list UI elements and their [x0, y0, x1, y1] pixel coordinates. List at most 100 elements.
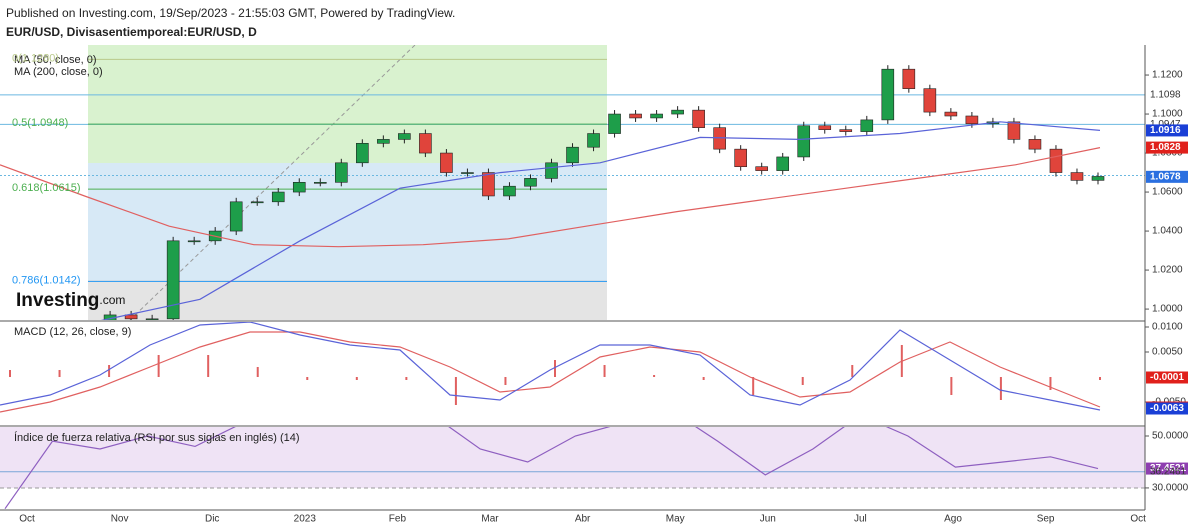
- histogram-bar: [207, 355, 210, 377]
- y-tick-label: 0.0100: [1152, 322, 1183, 333]
- histogram-bar: [157, 355, 160, 377]
- histogram-bar: [355, 377, 358, 380]
- price-tag: [1146, 170, 1188, 183]
- x-tick-label: Oct: [19, 514, 35, 525]
- histogram-bar: [1099, 377, 1101, 380]
- histogram-bar: [851, 365, 854, 377]
- candle: [103, 314, 117, 320]
- price-tag: [1146, 141, 1188, 154]
- legend-entry: MA (200, close, 0): [14, 66, 103, 78]
- y-tick-label: 0.0050: [1152, 347, 1183, 358]
- candle: [797, 125, 811, 158]
- price-tag-label: -0.0063: [1150, 403, 1184, 414]
- fib-zone: [88, 45, 607, 163]
- signal-line: [0, 331, 1101, 413]
- histogram-bar: [702, 377, 705, 380]
- x-tick-label: Dic: [205, 514, 219, 525]
- candle: [776, 156, 790, 171]
- x-tick-label: Ago: [944, 514, 962, 525]
- candle: [1091, 176, 1105, 181]
- x-tick-label: Jun: [760, 514, 776, 525]
- y-tick-label: 50.0000: [1152, 431, 1189, 442]
- candle: [650, 113, 663, 119]
- x-tick-label: Feb: [389, 514, 407, 525]
- candle: [839, 129, 853, 132]
- candle: [566, 146, 579, 164]
- candle: [145, 318, 159, 320]
- price-tag-label: -0.0001: [1150, 372, 1184, 383]
- candle: [313, 182, 327, 184]
- candle: [1028, 139, 1042, 150]
- x-tick-label: Mar: [481, 514, 499, 525]
- candle: [1007, 121, 1021, 140]
- price-tag: [1146, 371, 1188, 384]
- y-tick-label: 1.0000: [1152, 304, 1183, 315]
- header: Published on Investing.com, 19/Sep/2023 …: [6, 6, 455, 20]
- histogram-bar: [603, 365, 606, 377]
- candle: [187, 240, 201, 243]
- histogram-bar: [58, 370, 61, 377]
- candle: [587, 133, 600, 148]
- ma-line: [100, 121, 1101, 320]
- candle: [692, 109, 705, 128]
- histogram-bar: [454, 377, 457, 405]
- macd-panel: [0, 322, 1101, 413]
- candle: [335, 162, 348, 183]
- rsi-panel: [0, 427, 1145, 510]
- candle: [629, 113, 642, 119]
- candle: [965, 115, 979, 125]
- fib-label: 0(1.1280): [12, 52, 59, 64]
- x-tick-label: Jul: [854, 514, 867, 525]
- candle: [166, 240, 180, 320]
- logo: Investing.com: [16, 290, 125, 311]
- candle: [671, 109, 684, 115]
- panel-title: Índice de fuerza relativa (RSI por sus s…: [14, 431, 300, 444]
- panel-title: MACD (12, 26, close, 9): [14, 326, 131, 338]
- price-tag-label: 36.2461: [1150, 466, 1187, 477]
- candle: [944, 111, 958, 117]
- x-tick-label: 2023: [294, 514, 317, 525]
- candle: [124, 314, 138, 320]
- fib-label: 0.618(1.0615): [12, 182, 81, 194]
- y-tick-label: 1.0200: [1152, 265, 1183, 276]
- histogram-bar: [1049, 377, 1052, 390]
- y-tick-label: 30.0000: [1152, 483, 1189, 494]
- x-tick-label: Nov: [111, 514, 129, 525]
- ma-line: [0, 147, 1101, 248]
- candle: [734, 148, 747, 168]
- y-tick-label: 1.1000: [1152, 109, 1183, 120]
- histogram-bar: [9, 370, 11, 377]
- candle: [41, 348, 53, 349]
- histogram-bar: [653, 375, 656, 377]
- price-tag: [1146, 402, 1188, 415]
- histogram-bar: [950, 377, 953, 395]
- candle: [923, 88, 937, 113]
- y-tick-label: 1.1200: [1152, 70, 1183, 81]
- logo-main: Investing: [16, 290, 99, 311]
- histogram-bar: [999, 377, 1002, 400]
- candle: [292, 182, 306, 193]
- histogram-bar: [108, 365, 111, 377]
- price-tag-label: 1.1098: [1150, 90, 1181, 101]
- candle: [524, 178, 537, 187]
- candle: [902, 68, 916, 89]
- y-tick-label: 1.0600: [1152, 187, 1183, 198]
- fib-label: 0.5(1.0948): [12, 117, 68, 129]
- price-panel: [0, 45, 1145, 349]
- candle: [503, 185, 516, 197]
- x-tick-label: May: [666, 514, 685, 525]
- price-tag: [1146, 462, 1188, 475]
- histogram-bar: [752, 377, 755, 395]
- logo-suffix: .com: [99, 293, 125, 307]
- candle: [608, 113, 621, 134]
- x-tick-label: Sep: [1037, 514, 1055, 525]
- candle: [1049, 148, 1063, 173]
- candle: [881, 68, 895, 121]
- candle: [20, 338, 32, 348]
- histogram-bar: [504, 377, 507, 385]
- price-tag-label: 1.0678: [1150, 171, 1181, 182]
- candle: [545, 162, 558, 179]
- candle: [250, 201, 264, 204]
- candle: [229, 201, 243, 232]
